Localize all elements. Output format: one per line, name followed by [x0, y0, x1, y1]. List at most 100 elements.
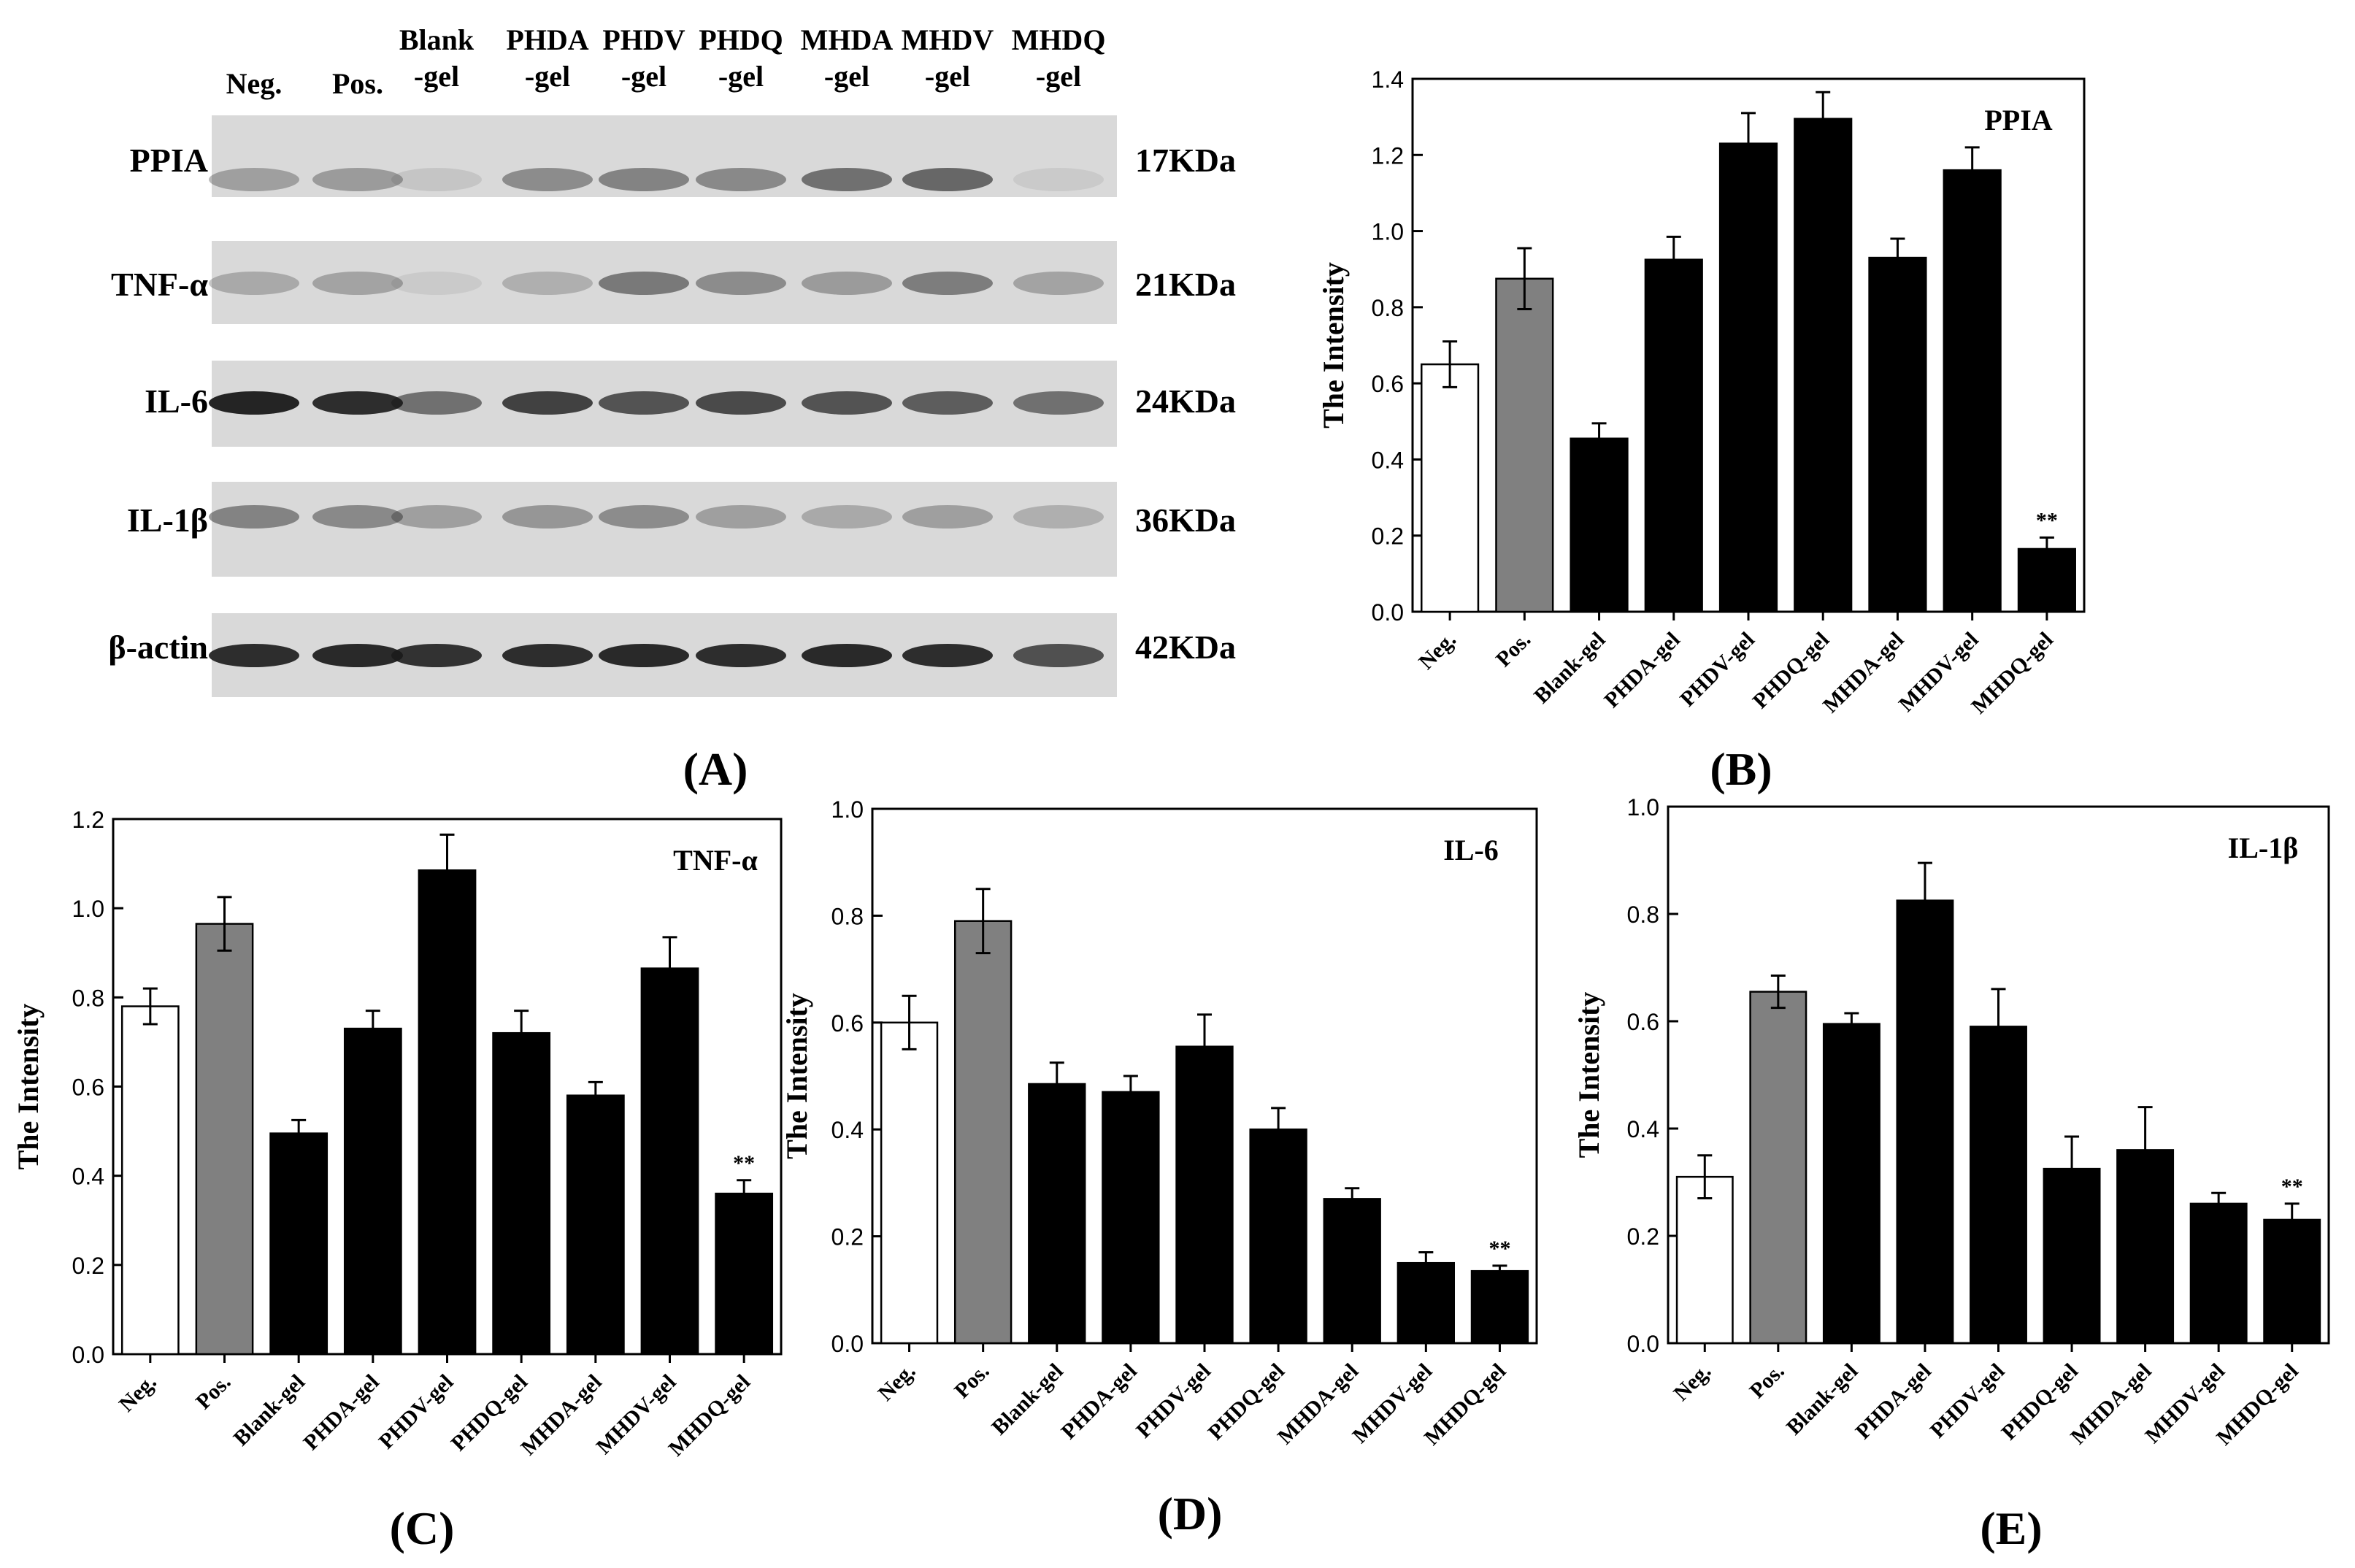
y-tick-label: 1.0 [1627, 794, 1659, 820]
protein-label: IL-1β [127, 501, 208, 539]
x-tick-label: PHDV-gel [1926, 1359, 2010, 1443]
x-tick-label: Pos. [191, 1370, 235, 1414]
blot-band [696, 505, 786, 529]
chart-il6: 0.0 0.2 0.4 0.6 0.8 1.0 The Intensity IL-6 Neg. P… [780, 796, 1538, 1450]
y-tick-label: 0.0 [831, 1331, 864, 1357]
bar-blank-gel [1028, 1083, 1086, 1345]
x-tick-label: Neg. [874, 1359, 921, 1406]
blot-band [502, 644, 593, 667]
blot-band [502, 391, 593, 415]
bar-mhdv-gel [1943, 169, 2002, 613]
y-tick-label: 0.2 [72, 1253, 104, 1279]
bar-pos [953, 920, 1013, 1345]
blot-band [902, 272, 993, 295]
blot-band [391, 168, 482, 191]
lane-label: PHDA [506, 23, 588, 56]
blot-band [802, 505, 892, 529]
bar-pos [1495, 277, 1554, 613]
blot-band [902, 644, 993, 667]
panel-label-d: (D) [1158, 1488, 1223, 1540]
bar-phdv-gel [418, 869, 477, 1356]
y-tick-label: 0.0 [1627, 1331, 1659, 1357]
protein-label: PPIA [130, 142, 208, 179]
bar-mhdq-gel [2263, 1218, 2321, 1345]
blot-band [209, 272, 299, 295]
bar-phda-gel [1644, 258, 1703, 613]
blot-band [599, 272, 689, 295]
molecular-weight-label: 36KDa [1135, 501, 1236, 539]
bar-mhdq-gel [1470, 1269, 1529, 1345]
bar-phdv-gel [1175, 1045, 1234, 1345]
y-tick-label: 1.0 [1372, 219, 1404, 245]
blot-band [312, 505, 403, 529]
blot-band [696, 644, 786, 667]
x-tick-label: Blank-gel [229, 1370, 310, 1451]
blot-band [312, 272, 403, 295]
molecular-weight-label: 42KDa [1135, 629, 1236, 666]
blot-band [599, 505, 689, 529]
lane-label: -gel [718, 60, 764, 93]
significance-marker: ** [2036, 508, 2058, 532]
western-blot-panel: Neg. Pos. Blank -gel PHDA -gel PHDV -gel PHDQ -ge… [108, 23, 1236, 697]
blot-band [391, 272, 482, 295]
blot-band [209, 391, 299, 415]
significance-marker: ** [1488, 1237, 1510, 1261]
bar-mhdv-gel [640, 967, 699, 1356]
blot-band [902, 168, 993, 191]
y-tick-label: 0.0 [72, 1342, 104, 1368]
lane-label: -gel [525, 60, 570, 93]
y-tick-label: 0.4 [1627, 1116, 1659, 1142]
lane-label: -gel [824, 60, 869, 93]
y-tick-label: 0.8 [1627, 902, 1659, 928]
x-tick-label: PHDV-gel [374, 1370, 458, 1454]
chart-il1beta: 0.0 0.2 0.4 0.6 0.8 1.0 The Intensity IL-1β Neg.… [1572, 794, 2330, 1450]
x-tick-label: MHDA-gel [1273, 1359, 1363, 1449]
chart-title: PPIA [1984, 104, 2052, 137]
bar-blank-gel [1822, 1023, 1880, 1345]
blot-band [312, 168, 403, 191]
blot-band [391, 505, 482, 529]
y-tick-label: 0.6 [1372, 371, 1404, 397]
x-tick-label: MHDA-gel [2066, 1359, 2156, 1449]
y-tick-label: 0.6 [1627, 1009, 1659, 1035]
bar-phdv-gel [1970, 1026, 2027, 1345]
blot-band [209, 644, 299, 667]
x-tick-label: MHDA-gel [1818, 628, 1908, 718]
bar-pos [195, 923, 254, 1356]
lane-label: MHDA [801, 23, 894, 56]
y-tick-label: 1.2 [1372, 142, 1404, 169]
x-tick-label: Blank-gel [987, 1359, 1068, 1440]
x-tick-label: PHDA-gel [1599, 628, 1684, 712]
bar-mhda-gel [2116, 1149, 2175, 1345]
x-tick-label: PHDA-gel [1056, 1359, 1141, 1444]
blot-band [312, 391, 403, 415]
bar-phdv-gel [1718, 142, 1778, 613]
blot-band [391, 644, 482, 667]
y-tick-label: 1.4 [1372, 66, 1404, 93]
lane-label: Neg. [226, 67, 283, 100]
y-tick-label: 0.8 [831, 903, 864, 929]
y-tick-label: 0.2 [1372, 523, 1404, 550]
panel-label-c: (C) [390, 1502, 455, 1554]
bar-blank-gel [269, 1132, 329, 1356]
y-tick-label: 0.8 [72, 985, 104, 1011]
blot-band [802, 391, 892, 415]
blot-strip [212, 482, 1117, 577]
lane-label: -gel [925, 60, 970, 93]
lane-label: Blank [399, 23, 475, 56]
x-tick-label: Neg. [1669, 1359, 1716, 1406]
lane-label: PHDQ [699, 23, 783, 56]
x-tick-label: PHDV-gel [1675, 628, 1759, 712]
lane-label: PHDV [602, 23, 685, 56]
x-tick-label: Neg. [1414, 628, 1461, 675]
bar-mhdv-gel [1397, 1261, 1456, 1345]
bar-phdq-gel [1794, 118, 1853, 613]
blot-band [902, 505, 993, 529]
blot-band [599, 391, 689, 415]
x-tick-label: Pos. [1745, 1359, 1789, 1403]
blot-band [696, 168, 786, 191]
y-tick-label: 0.8 [1372, 295, 1404, 321]
x-tick-label: PHDV-gel [1132, 1359, 1215, 1443]
blot-band [312, 644, 403, 667]
